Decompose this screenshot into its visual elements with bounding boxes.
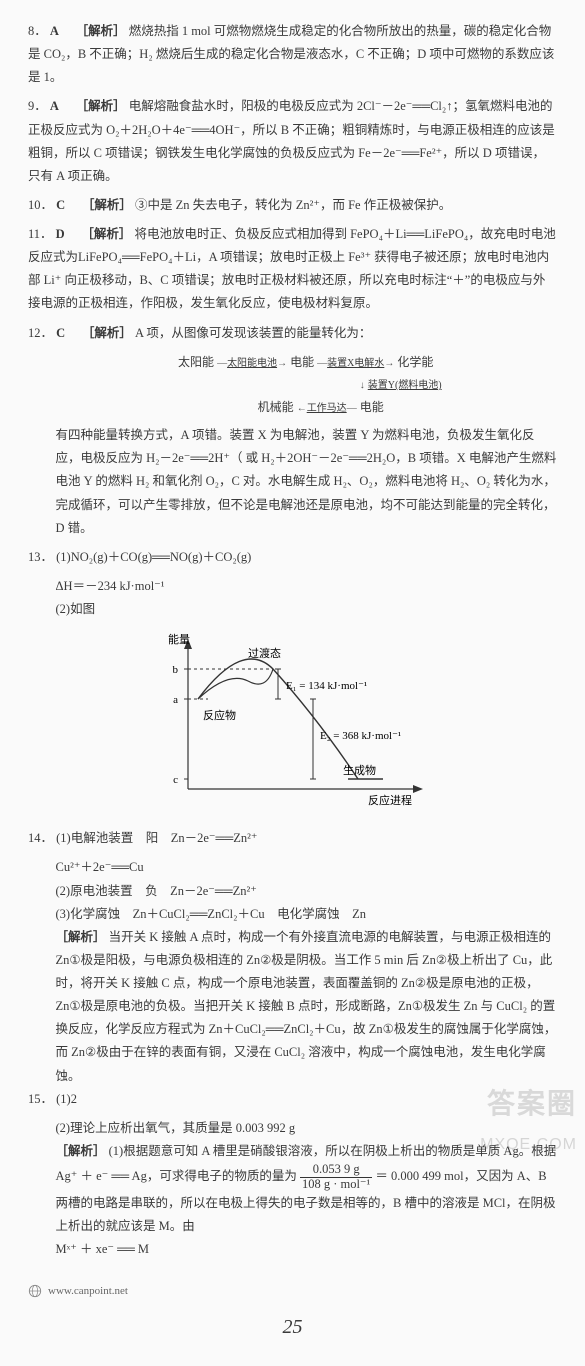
q14-p1b: Cu²⁺＋2e⁻══Cu [28, 856, 557, 879]
page-number: 25 [28, 1309, 557, 1346]
energy-svg: a b c E₁ = 134 kJ·mol⁻¹ E₂ = 368 kJ·mol⁻… [148, 629, 438, 809]
q13-dh: ΔH＝－234 kJ·mol⁻¹ [28, 575, 557, 598]
q15-analysis: ［解析］ (1)根据题意可知 A 槽里是硝酸银溶液，所以在阴极上析出的物质是单质… [28, 1140, 557, 1238]
dh-value: ΔH＝－234 kJ·mol⁻¹ [56, 579, 165, 593]
analysis-tag: ［解析］ [82, 326, 132, 340]
flow-node: 电能 [290, 355, 314, 369]
q11-num: 11． [28, 227, 53, 241]
question-11: 11． D ［解析］ 将电池放电时正、负极反应式相加得到 FePO₄＋Li══L… [28, 223, 557, 316]
product-label: 生成物 [343, 763, 376, 777]
analysis-tag: ［解析］ [76, 24, 126, 38]
q15-p1: (1)2 [56, 1092, 77, 1106]
xlabel: 反应进程 [368, 793, 412, 807]
q14-p1: (1)电解池装置 阳 Zn－2e⁻══Zn²⁺ [56, 831, 257, 845]
q10-text: ③中是 Zn 失去电子，转化为 Zn²⁺，而 Fe 作正极被保护。 [135, 198, 451, 212]
flow-row-1: 太阳能 —太阳能电池→ 电能 —装置X电解水→ 化学能 [54, 351, 557, 374]
flow-label: 装置X电解水 [327, 358, 384, 369]
analysis-tag: ［解析］ [56, 930, 106, 944]
q10-answer: C [56, 198, 66, 212]
tick-a: a [173, 694, 178, 706]
analysis-tag: ［解析］ [76, 99, 126, 113]
q12-text-after: 有四种能量转换方式，A 项错。装置 X 为电解池，装置 Y 为燃料电池，负极发生… [28, 424, 557, 540]
q9-num: 9． [28, 99, 47, 113]
analysis-tag: ［解析］ [56, 1144, 106, 1158]
energy-flow-diagram: 太阳能 —太阳能电池→ 电能 —装置X电解水→ 化学能 ↓ 装置Y(燃料电池) … [28, 351, 557, 419]
q14-num: 14． [28, 831, 53, 845]
q15-num: 15． [28, 1092, 53, 1106]
tick-c: c [173, 774, 178, 786]
flow-label: 工作马达 [307, 403, 347, 414]
transition-label: 过渡态 [248, 646, 281, 660]
question-13: 13． (1)NO₂(g)＋CO(g)══NO(g)＋CO₂(g) [28, 546, 557, 569]
q14-text: 当开关 K 接触 A 点时，构成一个有外接直流电源的电解装置，与电源正极相连的 … [56, 930, 557, 1083]
flow-row-3: 机械能 ←工作马达— 电能 [54, 396, 557, 419]
reactant-label: 反应物 [203, 708, 236, 722]
q12-num: 12． [28, 326, 53, 340]
q8-answer: A [50, 24, 60, 38]
flow-node: 太阳能 [178, 355, 214, 369]
tick-b: b [172, 664, 178, 676]
frac-top: 0.053 9 g [300, 1163, 372, 1178]
q12-text-before: A 项，从图像可发现该装置的能量转化为： [135, 326, 371, 340]
footer-url: www.canpoint.net [48, 1281, 128, 1301]
q15-p2: (2)理论上应析出氧气，其质量是 0.003 992 g [28, 1117, 557, 1140]
question-9: 9． A ［解析］ 电解熔融食盐水时，阳极的电极反应式为 2Cl⁻－2e⁻══C… [28, 95, 557, 188]
q9-answer: A [50, 99, 60, 113]
e1-label: E₁ = 134 kJ·mol⁻¹ [286, 680, 367, 692]
question-8: 8． A ［解析］ 燃烧热指 1 mol 可燃物燃烧生成稳定的化合物所放出的热量… [28, 20, 557, 89]
globe-icon [28, 1284, 42, 1298]
question-10: 10． C ［解析］ ③中是 Zn 失去电子，转化为 Zn²⁺，而 Fe 作正极… [28, 194, 557, 217]
flow-node: 机械能 [258, 400, 294, 414]
q15-eq: Mˣ⁺ ＋ xe⁻ ══ M [28, 1238, 557, 1261]
q13-num: 13． [28, 550, 53, 564]
fraction: 0.053 9 g 108 g · mol⁻¹ [300, 1163, 372, 1192]
q11-answer: D [56, 227, 66, 241]
flow-node: 电能 [360, 400, 384, 414]
q13-p1: (1)NO₂(g)＋CO(g)══NO(g)＋CO₂(g) [56, 550, 251, 564]
flow-node: 化学能 [397, 355, 433, 369]
ylabel: 能量 [168, 632, 190, 646]
q14-p2: (2)原电池装置 负 Zn－2e⁻══Zn²⁺ [28, 880, 557, 903]
energy-profile-diagram: a b c E₁ = 134 kJ·mol⁻¹ E₂ = 368 kJ·mol⁻… [28, 629, 557, 817]
flow-row-2: ↓ 装置Y(燃料电池) [54, 373, 557, 396]
page-footer: www.canpoint.net [28, 1281, 557, 1301]
q14-p3: (3)化学腐蚀 Zn＋CuCl₂══ZnCl₂＋Cu 电化学腐蚀 Zn [28, 903, 557, 926]
frac-bot: 108 g · mol⁻¹ [300, 1178, 372, 1192]
q10-num: 10． [28, 198, 53, 212]
q13-p2: (2)如图 [28, 598, 557, 621]
q14-analysis: ［解析］ 当开关 K 接触 A 点时，构成一个有外接直流电源的电解装置，与电源正… [28, 926, 557, 1088]
question-14: 14． (1)电解池装置 阳 Zn－2e⁻══Zn²⁺ [28, 827, 557, 850]
q8-num: 8． [28, 24, 47, 38]
q12-answer: C [56, 326, 66, 340]
flow-label: 装置Y(燃料电池) [368, 380, 442, 391]
question-15: 15． (1)2 [28, 1088, 557, 1111]
e2-label: E₂ = 368 kJ·mol⁻¹ [320, 730, 401, 742]
analysis-tag: ［解析］ [82, 198, 132, 212]
flow-label: 太阳能电池 [227, 358, 277, 369]
analysis-tag: ［解析］ [81, 227, 131, 241]
question-12: 12． C ［解析］ A 项，从图像可发现该装置的能量转化为： [28, 322, 557, 345]
